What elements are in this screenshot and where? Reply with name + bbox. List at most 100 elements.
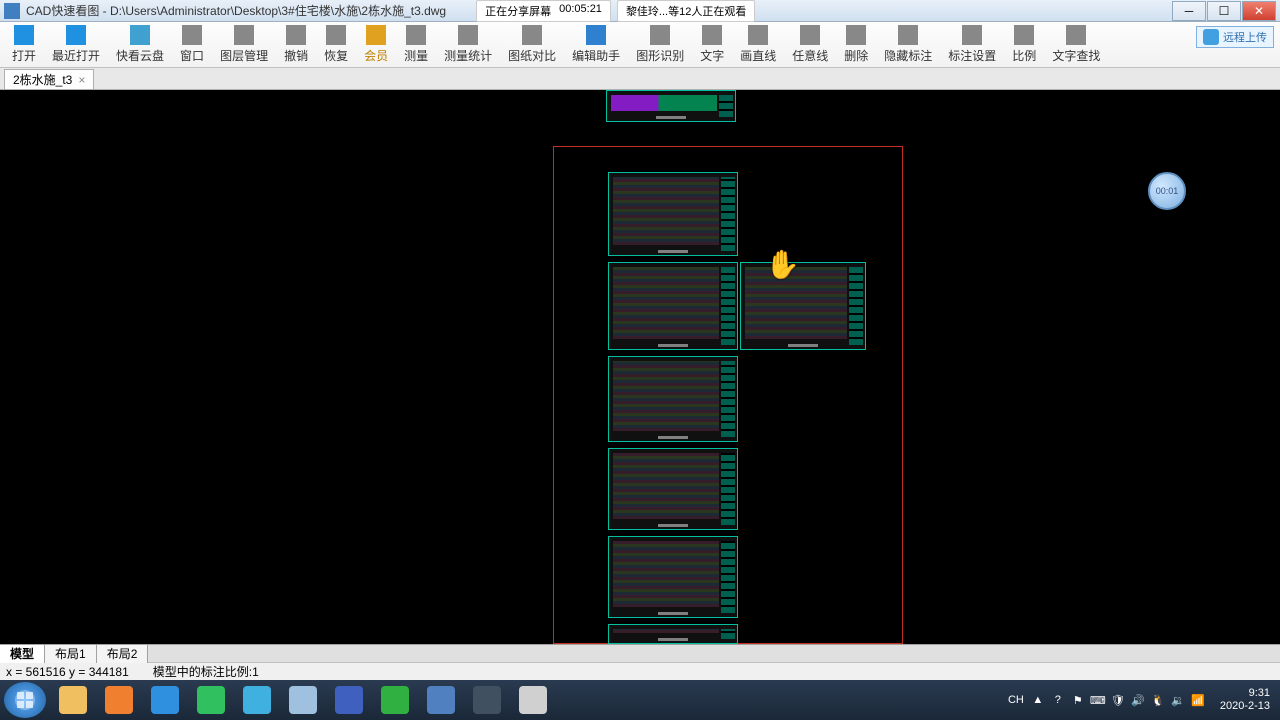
tray-icon[interactable]: 🐧 bbox=[1150, 692, 1166, 708]
toolbar-layers-button[interactable]: 图层管理 bbox=[212, 23, 276, 67]
tray-icon[interactable]: ⚑ bbox=[1070, 692, 1086, 708]
find-text-icon bbox=[1066, 25, 1086, 45]
taskbar-app-cloud[interactable] bbox=[236, 682, 278, 718]
line-icon bbox=[748, 25, 768, 45]
undo-icon bbox=[286, 25, 306, 45]
taskbar-clock[interactable]: 9:31 2020-2-13 bbox=[1220, 687, 1270, 713]
tray-icon[interactable]: 🔊 bbox=[1130, 692, 1146, 708]
windows-taskbar: CH ▲?⚑⌨🛡🔊🐧🔉📶 9:31 2020-2-13 bbox=[0, 680, 1280, 720]
toolbar-label: 隐藏标注 bbox=[884, 47, 932, 64]
recent-icon bbox=[66, 25, 86, 45]
toolbar-edit-assist-button[interactable]: 编辑助手 bbox=[564, 23, 628, 67]
open-icon bbox=[14, 25, 34, 45]
layout-tab[interactable]: 布局1 bbox=[45, 645, 97, 663]
toolbar-label: 打开 bbox=[12, 47, 36, 64]
delete-icon bbox=[846, 25, 866, 45]
taskbar-app-media[interactable] bbox=[98, 682, 140, 718]
tray-icon[interactable]: ▲ bbox=[1030, 692, 1046, 708]
screen-share-status[interactable]: 正在分享屏幕 00:05:21 bbox=[476, 0, 611, 22]
hide-anno-icon bbox=[898, 25, 918, 45]
layout-tab-bar: 模型布局1布局2 bbox=[0, 644, 1280, 662]
toolbar-measure-button[interactable]: 测量 bbox=[396, 23, 436, 67]
anno-settings-icon bbox=[962, 25, 982, 45]
cloud-icon bbox=[243, 686, 271, 714]
layout-tab[interactable]: 布局2 bbox=[97, 645, 149, 663]
toolbar-label: 删除 bbox=[844, 47, 868, 64]
taskbar-app-360[interactable] bbox=[190, 682, 232, 718]
window-title: CAD快速看图 - D:\Users\Administrator\Desktop… bbox=[26, 2, 446, 19]
toolbar-compare-button[interactable]: 图纸对比 bbox=[500, 23, 564, 67]
taskbar-app-iqiyi[interactable] bbox=[374, 682, 416, 718]
taskbar-app-app2[interactable] bbox=[420, 682, 462, 718]
toolbar-open-button[interactable]: 打开 bbox=[4, 23, 44, 67]
toolbar-label: 编辑助手 bbox=[572, 47, 620, 64]
viewers-status[interactable]: 黎佳玲...等12人正在观看 bbox=[617, 0, 755, 22]
measure-stats-icon bbox=[458, 25, 478, 45]
toolbar-label: 标注设置 bbox=[948, 47, 996, 64]
toolbar: 打开最近打开快看云盘窗口图层管理撤销恢复会员测量测量统计图纸对比编辑助手图形识别… bbox=[0, 22, 1280, 68]
toolbar-delete-button[interactable]: 删除 bbox=[836, 23, 876, 67]
toolbar-window-button[interactable]: 窗口 bbox=[172, 23, 212, 67]
close-button[interactable]: ✕ bbox=[1242, 1, 1276, 21]
start-button[interactable] bbox=[4, 682, 46, 718]
toolbar-shape-recog-button[interactable]: 图形识别 bbox=[628, 23, 692, 67]
scale-readout: 模型中的标注比例:1 bbox=[153, 663, 259, 680]
minimize-button[interactable]: ─ bbox=[1172, 1, 1206, 21]
toolbar-anno-settings-button[interactable]: 标注设置 bbox=[940, 23, 1004, 67]
drawing-sheet[interactable] bbox=[608, 172, 738, 256]
toolbar-label: 文字 bbox=[700, 47, 724, 64]
drawing-sheet[interactable] bbox=[608, 262, 738, 350]
share-time: 00:05:21 bbox=[559, 3, 602, 19]
layout-tab[interactable]: 模型 bbox=[0, 645, 45, 663]
drawing-sheet[interactable] bbox=[608, 624, 738, 644]
toolbar-scale-button[interactable]: 比例 bbox=[1004, 23, 1044, 67]
file-tab[interactable]: 2栋水施_t3 × bbox=[4, 69, 94, 89]
compare-icon bbox=[522, 25, 542, 45]
file-tab-close-icon[interactable]: × bbox=[78, 73, 85, 87]
taskbar-app-cad[interactable] bbox=[466, 682, 508, 718]
recording-timer-bubble: 00:01 bbox=[1148, 172, 1186, 210]
coordinates-readout: x = 561516 y = 344181 bbox=[6, 665, 129, 679]
app-icon bbox=[4, 3, 20, 19]
toolbar-label: 图层管理 bbox=[220, 47, 268, 64]
tray-icon[interactable]: ⌨ bbox=[1090, 692, 1106, 708]
drawing-sheet[interactable] bbox=[740, 262, 866, 350]
language-indicator[interactable]: CH bbox=[1008, 694, 1024, 706]
tray-icon[interactable]: 📶 bbox=[1190, 692, 1206, 708]
app1-icon bbox=[335, 686, 363, 714]
drawing-sheet[interactable] bbox=[608, 536, 738, 618]
toolbar-recent-button[interactable]: 最近打开 bbox=[44, 23, 108, 67]
toolbar-label: 快看云盘 bbox=[116, 47, 164, 64]
title-bar: CAD快速看图 - D:\Users\Administrator\Desktop… bbox=[0, 0, 1280, 22]
toolbar-find-text-button[interactable]: 文字查找 bbox=[1044, 23, 1108, 67]
drawing-canvas[interactable]: 00:01 ✋ bbox=[0, 90, 1280, 644]
clock-date: 2020-2-13 bbox=[1220, 700, 1270, 713]
taskbar-app-weather[interactable] bbox=[282, 682, 324, 718]
taskbar-app-chat[interactable] bbox=[512, 682, 554, 718]
drawing-sheet[interactable] bbox=[608, 448, 738, 530]
toolbar-text-button[interactable]: 文字 bbox=[692, 23, 732, 67]
cloud-upload-badge[interactable]: 远程上传 bbox=[1196, 26, 1274, 48]
toolbar-undo-button[interactable]: 撤销 bbox=[276, 23, 316, 67]
toolbar-line-button[interactable]: 画直线 bbox=[732, 23, 784, 67]
toolbar-cloud-disk-button[interactable]: 快看云盘 bbox=[108, 23, 172, 67]
drawing-sheet[interactable] bbox=[606, 90, 736, 122]
tray-icon[interactable]: 🔉 bbox=[1170, 692, 1186, 708]
tray-icon[interactable]: 🛡 bbox=[1110, 692, 1126, 708]
maximize-button[interactable]: ☐ bbox=[1207, 1, 1241, 21]
tray-icon[interactable]: ? bbox=[1050, 692, 1066, 708]
toolbar-vip-button[interactable]: 会员 bbox=[356, 23, 396, 67]
toolbar-hide-anno-button[interactable]: 隐藏标注 bbox=[876, 23, 940, 67]
taskbar-app-ie[interactable] bbox=[144, 682, 186, 718]
toolbar-freeline-button[interactable]: 任意线 bbox=[784, 23, 836, 67]
taskbar-app-app1[interactable] bbox=[328, 682, 370, 718]
timer-label: 00:01 bbox=[1156, 186, 1179, 196]
toolbar-label: 测量 bbox=[404, 47, 428, 64]
toolbar-redo-button[interactable]: 恢复 bbox=[316, 23, 356, 67]
taskbar-app-explorer[interactable] bbox=[52, 682, 94, 718]
status-bar: x = 561516 y = 344181 模型中的标注比例:1 bbox=[0, 662, 1280, 680]
vip-icon bbox=[366, 25, 386, 45]
drawing-sheet[interactable] bbox=[608, 356, 738, 442]
shape-recog-icon bbox=[650, 25, 670, 45]
toolbar-measure-stats-button[interactable]: 测量统计 bbox=[436, 23, 500, 67]
